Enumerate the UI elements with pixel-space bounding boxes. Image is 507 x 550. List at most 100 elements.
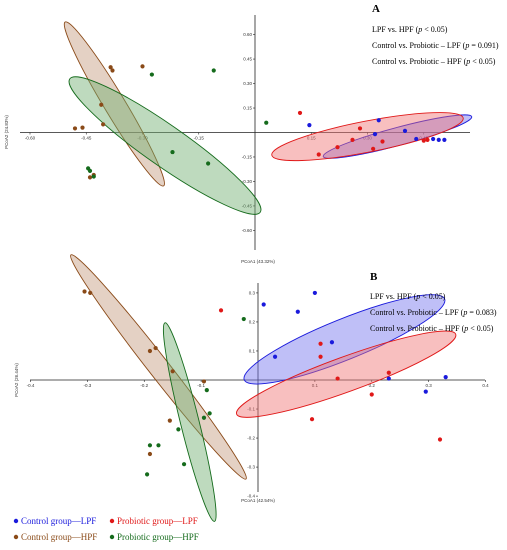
y-tick-label: 0.3 [249,290,256,295]
data-point [87,175,93,180]
data-point [431,136,436,142]
data-point [436,137,441,142]
data-point [318,341,323,346]
x-axis-title: PCoA1 (42.54%) [241,498,275,503]
confidence-ellipse [243,294,446,385]
data-point [421,138,426,143]
data-point [167,418,172,423]
x-axis-title: PCoA1 (43.32%) [241,259,275,264]
stat-annotation: Control vs. Probiotic – HPF (p < 0.05) [372,57,496,66]
data-point [380,139,385,144]
y-tick-label: -0.4 [247,494,255,499]
data-point [181,462,187,467]
data-point [335,376,340,381]
legend-label: Control group—LPF [21,516,96,526]
data-point [443,374,448,380]
data-point [423,389,428,394]
data-point [176,427,181,432]
legend-marker [13,534,19,540]
data-point [241,316,246,322]
data-point [88,290,93,296]
data-point [144,472,150,477]
data-point [82,289,87,294]
data-point [312,290,317,296]
data-point [140,64,145,69]
data-point [350,137,355,142]
x-tick-label: 0.1 [312,383,319,388]
confidence-ellipse [68,76,262,215]
data-point [153,345,158,351]
y-tick-label: 0.15 [243,106,252,111]
data-point [425,137,430,142]
y-tick-label: 0.60 [243,32,252,37]
data-point [110,68,115,73]
data-point [272,354,278,359]
y-tick-label: -0.60 [242,228,253,233]
x-tick-label: -0.1 [197,383,205,388]
legend-marker [109,518,115,524]
data-point [437,437,443,442]
x-tick-label: -0.3 [83,383,91,388]
data-point [335,145,340,150]
stat-annotation: Control vs. Probiotic – LPF (p = 0.083) [370,308,497,317]
panel-letter: A [372,3,380,15]
y-tick-label: 0.2 [249,319,256,324]
data-point [149,72,154,77]
data-point [386,376,391,381]
data-point [442,137,447,142]
data-point [80,125,85,130]
data-point [264,120,269,125]
x-tick-label: 0.3 [425,383,432,388]
data-point [261,302,266,307]
data-point [369,392,374,397]
data-point [318,354,323,359]
data-point [99,102,104,107]
data-point [147,348,153,354]
stat-annotation: LPF vs. HPF (p < 0.05) [372,25,448,34]
data-point [156,443,161,448]
data-point [376,118,381,123]
data-point [307,123,312,128]
data-point [101,122,106,127]
x-tick-label: -0.30 [137,136,148,141]
y-tick-label: 0.30 [243,81,252,86]
data-point [372,132,378,137]
data-point [108,65,113,70]
y-tick-label: -0.2 [247,436,255,441]
data-point [211,68,216,73]
stat-annotation: Control vs. Probiotic – LPF (p = 0.091) [372,41,499,50]
x-tick-label: -0.60 [25,136,36,141]
data-point [206,161,211,166]
y-axis-title: PCoA2 (26.44%) [14,363,19,397]
legend-marker [109,534,115,540]
panel-b-plot: -0.4 -0.3 -0.2 -0.1 0.1 0.2 0.3 0.4 0.3 0.2 0.1 -0.… [14,254,497,522]
data-point [204,388,209,393]
y-tick-label: -0.3 [247,465,255,470]
stat-annotation: LPF vs. HPF (p < 0.05) [370,292,446,301]
y-tick-label: -0.15 [242,154,253,159]
x-tick-label: 0.30 [363,136,372,141]
confidence-ellipse [63,21,165,187]
legend-label: Control group—HPF [21,532,97,542]
y-tick-label: -0.1 [247,407,255,412]
confidence-ellipse [162,322,217,522]
data-point [87,168,93,173]
data-point [357,126,363,131]
data-point [297,110,303,116]
y-tick-label: -0.45 [242,203,253,208]
legend-marker [13,518,19,524]
legend-label: Probiotic group—HPF [117,532,199,542]
data-point [147,443,153,448]
panel-a-plot: -0.60 -0.45 -0.30 -0.15 0.15 0.30 0.450.600.45… [4,3,499,264]
x-tick-label: 0.4 [482,383,489,388]
data-point [201,379,207,384]
x-tick-label: -0.45 [81,136,92,141]
data-point [218,308,224,313]
y-tick-label: 0.45 [243,57,252,62]
y-tick-label: -0.30 [242,179,253,184]
data-point [91,174,96,179]
x-tick-label: 0.2 [369,383,376,388]
legend-label: Probiotic group—LPF [117,516,198,526]
data-point [316,152,321,157]
